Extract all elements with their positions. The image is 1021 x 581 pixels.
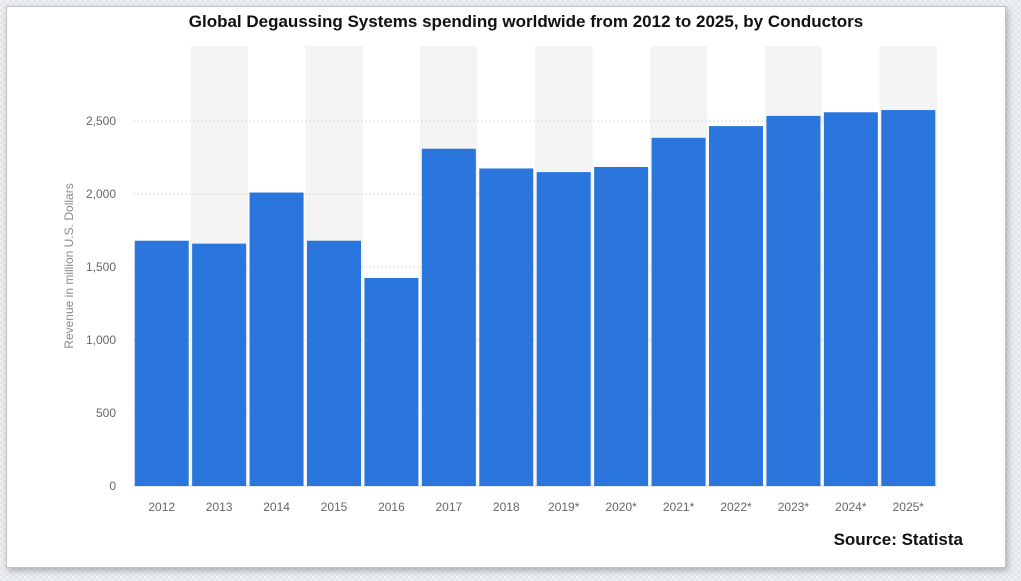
bars (134, 110, 936, 487)
bar (479, 168, 534, 486)
bar (651, 137, 706, 487)
bar (421, 148, 476, 487)
x-tick-label: 2019* (548, 500, 580, 514)
y-tick-label: 0 (109, 479, 116, 493)
x-tick-label: 2023* (778, 500, 810, 514)
x-tick-label: 2012 (148, 500, 175, 514)
source-note: Source: Statista (833, 530, 963, 549)
y-tick-label: 1,000 (86, 333, 116, 347)
x-tick-label: 2013 (206, 500, 233, 514)
bar (192, 243, 247, 486)
bar (766, 115, 821, 486)
bar (823, 112, 878, 487)
bar (881, 110, 936, 487)
y-tick-label: 2,500 (86, 114, 116, 128)
x-tick-label: 2018 (493, 500, 520, 514)
bar (536, 172, 591, 486)
y-axis-label: Revenue in million U.S. Dollars (62, 183, 76, 348)
bar (134, 240, 189, 486)
x-tick-label: 2025* (893, 500, 925, 514)
y-tick-label: 1,500 (86, 260, 116, 274)
x-axis-ticks: 2012 2013 2014 2015 2016 2017 2018 2019* 2020* 20… (148, 500, 924, 514)
x-tick-label: 2015 (321, 500, 348, 514)
bar (709, 126, 763, 487)
chart-title: Global Degaussing Systems spending world… (188, 12, 864, 31)
bar (364, 277, 419, 486)
x-tick-label: 2024* (835, 500, 867, 514)
x-tick-label: 2016 (378, 500, 405, 514)
bar (594, 166, 649, 487)
x-tick-label: 2014 (263, 500, 290, 514)
x-tick-label: 2020* (605, 500, 637, 514)
x-tick-label: 2017 (436, 500, 463, 514)
bar (249, 192, 304, 487)
y-tick-label: 500 (96, 406, 116, 420)
y-tick-label: 2,000 (86, 187, 116, 201)
x-tick-label: 2022* (720, 500, 752, 514)
y-axis-ticks: 0 500 1,000 1,500 2,000 2,500 (86, 114, 116, 493)
x-tick-label: 2021* (663, 500, 695, 514)
bar (307, 240, 361, 486)
